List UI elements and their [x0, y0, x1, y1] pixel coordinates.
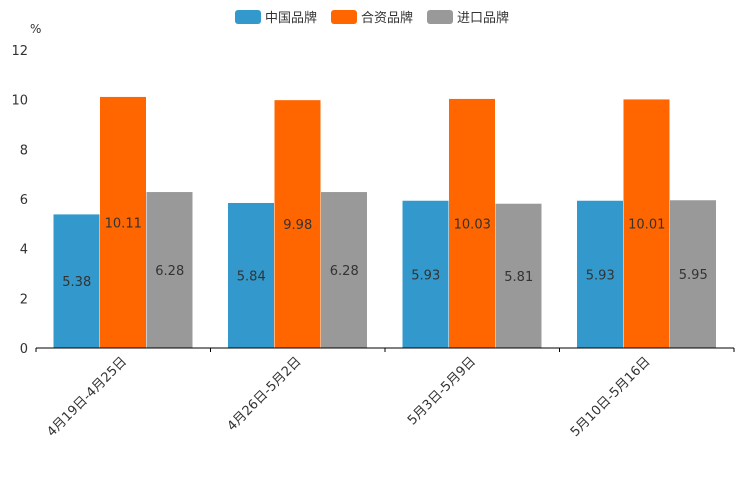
- bar: [274, 100, 321, 348]
- bar: [449, 98, 495, 349]
- y-tick-label: 2: [20, 292, 28, 307]
- data-label: 5.93: [411, 268, 440, 283]
- bar: [53, 214, 100, 348]
- legend-swatch: [427, 9, 453, 24]
- y-tick-label: 4: [20, 243, 28, 258]
- bar: [100, 96, 146, 348]
- legend-item-joint-venture-brand[interactable]: 合资品牌: [330, 7, 413, 26]
- data-label: 6.28: [330, 264, 359, 279]
- bar: [402, 200, 449, 348]
- legend: 中国品牌 合资品牌 进口品牌: [0, 7, 744, 26]
- bar: [146, 192, 193, 348]
- data-label: 5.93: [586, 268, 615, 283]
- legend-label: 中国品牌: [264, 11, 317, 26]
- legend-item-china-brand[interactable]: 中国品牌: [234, 7, 317, 26]
- x-tick-label: 4月19日-4月25日: [44, 354, 130, 440]
- x-tick-label: 4月26日-5月2日: [225, 354, 305, 434]
- y-tick-label: 6: [20, 193, 28, 208]
- y-tick-label: 12: [11, 44, 28, 59]
- y-axis-unit: %: [30, 22, 42, 36]
- bar: [495, 203, 542, 348]
- data-label: 10.11: [105, 216, 142, 231]
- bar: [577, 200, 623, 348]
- data-label: 9.98: [283, 218, 312, 233]
- legend-label: 合资品牌: [360, 11, 413, 26]
- bar: [670, 200, 716, 348]
- data-label: 10.03: [454, 217, 491, 232]
- legend-swatch: [330, 9, 357, 24]
- legend-label: 进口品牌: [457, 11, 510, 26]
- data-label: 5.81: [504, 270, 533, 285]
- y-tick-label: 8: [20, 143, 28, 158]
- data-label: 6.28: [155, 264, 184, 279]
- legend-swatch: [234, 9, 261, 24]
- y-tick-label: 0: [20, 342, 28, 357]
- bar: [321, 192, 367, 348]
- x-tick-label: 5月10日-5月16日: [568, 354, 654, 440]
- data-label: 10.01: [628, 218, 665, 233]
- y-tick-label: 10: [11, 94, 28, 109]
- data-label: 5.38: [62, 275, 91, 290]
- bar: [228, 202, 274, 348]
- data-label: 5.84: [237, 269, 266, 284]
- data-label: 5.95: [679, 268, 708, 283]
- x-tick-label: 5月3日-5月9日: [405, 354, 479, 428]
- bar: [623, 99, 670, 348]
- legend-item-import-brand[interactable]: 进口品牌: [427, 7, 509, 26]
